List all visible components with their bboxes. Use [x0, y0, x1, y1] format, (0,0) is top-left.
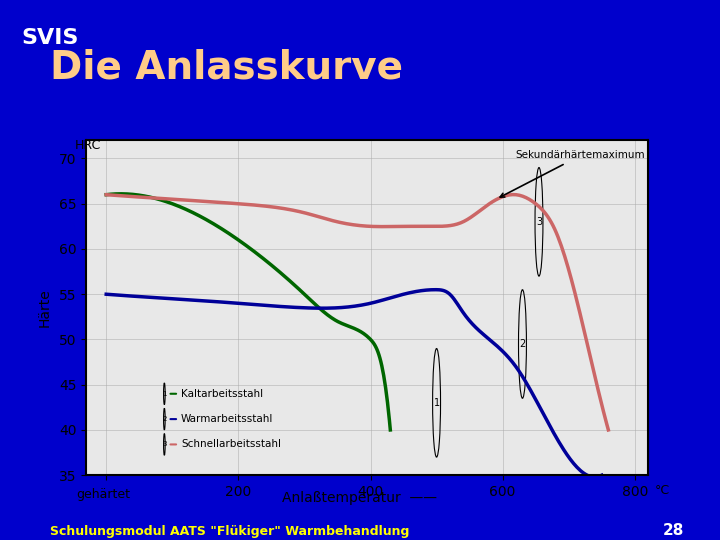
- Text: 2: 2: [162, 416, 166, 422]
- Text: gehärtet: gehärtet: [76, 488, 130, 501]
- Text: 28: 28: [662, 523, 684, 538]
- Text: SVIS: SVIS: [22, 28, 79, 48]
- Text: 1: 1: [433, 398, 440, 408]
- Text: Sekundärhärtemaximum: Sekundärhärtemaximum: [500, 151, 646, 197]
- Text: 3: 3: [536, 217, 542, 227]
- Text: Anlaßtemperatur  ——: Anlaßtemperatur ——: [282, 491, 438, 505]
- Text: Die Anlasskurve: Die Anlasskurve: [50, 49, 403, 86]
- Text: Schnellarbeitsstahl: Schnellarbeitsstahl: [181, 440, 281, 449]
- Text: Warmarbeitsstahl: Warmarbeitsstahl: [181, 414, 274, 424]
- Text: 1: 1: [162, 391, 166, 397]
- Y-axis label: Härte: Härte: [38, 288, 52, 327]
- Text: Kaltarbeitsstahl: Kaltarbeitsstahl: [181, 389, 263, 399]
- Text: Schulungsmodul AATS "Flükiger" Warmbehandlung: Schulungsmodul AATS "Flükiger" Warmbehan…: [50, 524, 410, 538]
- Text: 3: 3: [162, 441, 166, 448]
- Text: °C: °C: [654, 484, 670, 497]
- Text: 2: 2: [519, 339, 526, 349]
- Text: HRC: HRC: [75, 139, 101, 152]
